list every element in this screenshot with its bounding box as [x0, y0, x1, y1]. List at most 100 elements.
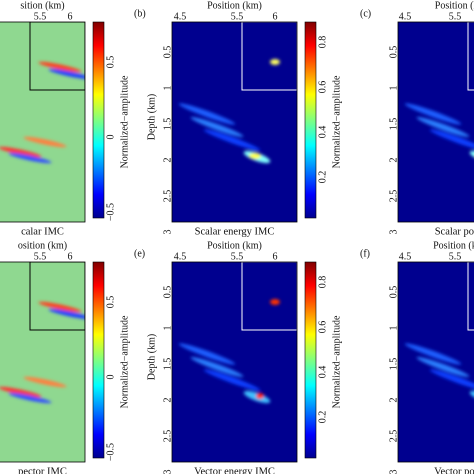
y-tick-label: 1 [162, 326, 173, 331]
colorbar-tick-label: 0.5 [105, 56, 116, 69]
y-tick-label: 2.5 [388, 190, 399, 203]
panel: (c) Position (km 4.5 5.5 0.5 1 1.5 2 2.5 3 Scalar … [360, 0, 474, 237]
image-frame [397, 21, 474, 223]
x-title: Position (km) [207, 240, 262, 251]
y-title: Depth (km) [146, 334, 157, 380]
x-tick-label: 5.5 [34, 251, 47, 262]
x-tick-label: 5.5 [449, 11, 462, 22]
event [8, 392, 52, 404]
event [203, 369, 261, 391]
y-tick-label: 2.5 [162, 190, 173, 203]
image [0, 22, 85, 222]
panel-label: (b) [134, 8, 146, 19]
y-tick-label: 3 [388, 470, 399, 474]
image [398, 22, 474, 222]
x-tick-label: 6 [68, 11, 73, 22]
image-frame [171, 261, 298, 463]
colorbar-tick-label: 0.2 [317, 411, 328, 424]
colorbar-tick-label: 0.4 [317, 126, 328, 139]
event [416, 357, 470, 377]
hot [256, 393, 264, 399]
caption: Scalar powe [435, 226, 474, 237]
caption: calar IMC [21, 226, 64, 237]
event [8, 152, 52, 164]
panel-label: (c) [360, 8, 371, 19]
y-tick-label: 2.5 [162, 430, 173, 443]
x-title: Position (km) [433, 240, 474, 251]
inset [241, 262, 297, 331]
colorbar-tick-label: 0.2 [317, 171, 328, 184]
image-bg [172, 262, 297, 462]
colorbar [92, 261, 105, 459]
x-tick-label: 6 [273, 251, 278, 262]
y-tick-label: 2.5 [388, 430, 399, 443]
panel: sition (km)5.5 6 calar IMC 0.5 0 −0.5 Normaliz… [0, 0, 130, 237]
y-tick-label: 2 [388, 158, 399, 163]
image-frame [397, 261, 474, 463]
features [178, 299, 280, 404]
features [404, 343, 474, 404]
panel-label: (f) [360, 248, 370, 259]
colorbar-tick-label: 0.5 [105, 296, 116, 309]
inset [467, 262, 474, 331]
colorbar [304, 21, 317, 219]
event [203, 129, 261, 151]
inset [29, 22, 85, 91]
caption: Vector powe [434, 466, 474, 474]
image [0, 262, 85, 462]
colorbar-tick-label: 0.6 [317, 321, 328, 334]
colorbar-tick-label: 0 [105, 375, 116, 380]
y-tick-label: 1.5 [162, 118, 173, 131]
event [404, 343, 462, 365]
y-tick-label: 2 [388, 398, 399, 403]
x-tick-label: 5.5 [449, 251, 462, 262]
y-tick-label: 3 [388, 230, 399, 235]
colorbar-tick-label: 0.8 [317, 276, 328, 289]
y-tick-label: 2 [162, 398, 173, 403]
y-tick-label: 1.5 [162, 358, 173, 371]
panel-label: (e) [134, 248, 145, 259]
caption: Vector energy IMC [194, 466, 275, 474]
event [38, 61, 82, 73]
y-tick-label: 2 [162, 158, 173, 163]
colorbar-tick-label: 0.4 [317, 366, 328, 379]
y-tick-label: 1 [388, 86, 399, 91]
colorbar [92, 21, 105, 219]
panel: (b) Position (km) 4.5 5.5 6 0.5 1 1.5 2 2.5 3 Depth… [134, 0, 342, 237]
x-tick-label: 5.5 [34, 11, 47, 22]
y-tick-label: 0.5 [162, 46, 173, 59]
event [190, 117, 244, 137]
event [404, 103, 462, 125]
image-bg [0, 22, 85, 222]
image [172, 22, 297, 222]
event [48, 308, 85, 320]
event [429, 369, 474, 391]
x-title: Position (km) [207, 0, 262, 11]
colorbar-label: Normalized−amplitude [331, 315, 342, 408]
x-tick-label: 4.5 [174, 11, 187, 22]
image-bg [172, 22, 297, 222]
y-tick-label: 0.5 [162, 286, 173, 299]
event [48, 68, 85, 80]
x-tick-label: 6 [68, 251, 73, 262]
x-tick-label: 5.5 [231, 251, 244, 262]
event [0, 146, 42, 158]
colorbar-label: Normalized−amplitude [119, 315, 130, 408]
y-tick-label: 1.5 [388, 118, 399, 131]
caption: Scalar energy IMC [195, 226, 275, 237]
y-tick-label: 1 [162, 86, 173, 91]
inset [241, 22, 297, 91]
event [190, 357, 244, 377]
event [178, 103, 236, 125]
features [178, 59, 280, 164]
colorbar-tick-label: −0.5 [105, 203, 116, 221]
x-tick-label: 4.5 [399, 11, 412, 22]
x-title: Position (km [435, 0, 474, 11]
event [429, 129, 474, 151]
image-frame [171, 21, 298, 223]
image-frame [0, 21, 86, 223]
x-title: osition (km) [18, 240, 67, 251]
image-bg [0, 262, 85, 462]
features [404, 103, 474, 164]
